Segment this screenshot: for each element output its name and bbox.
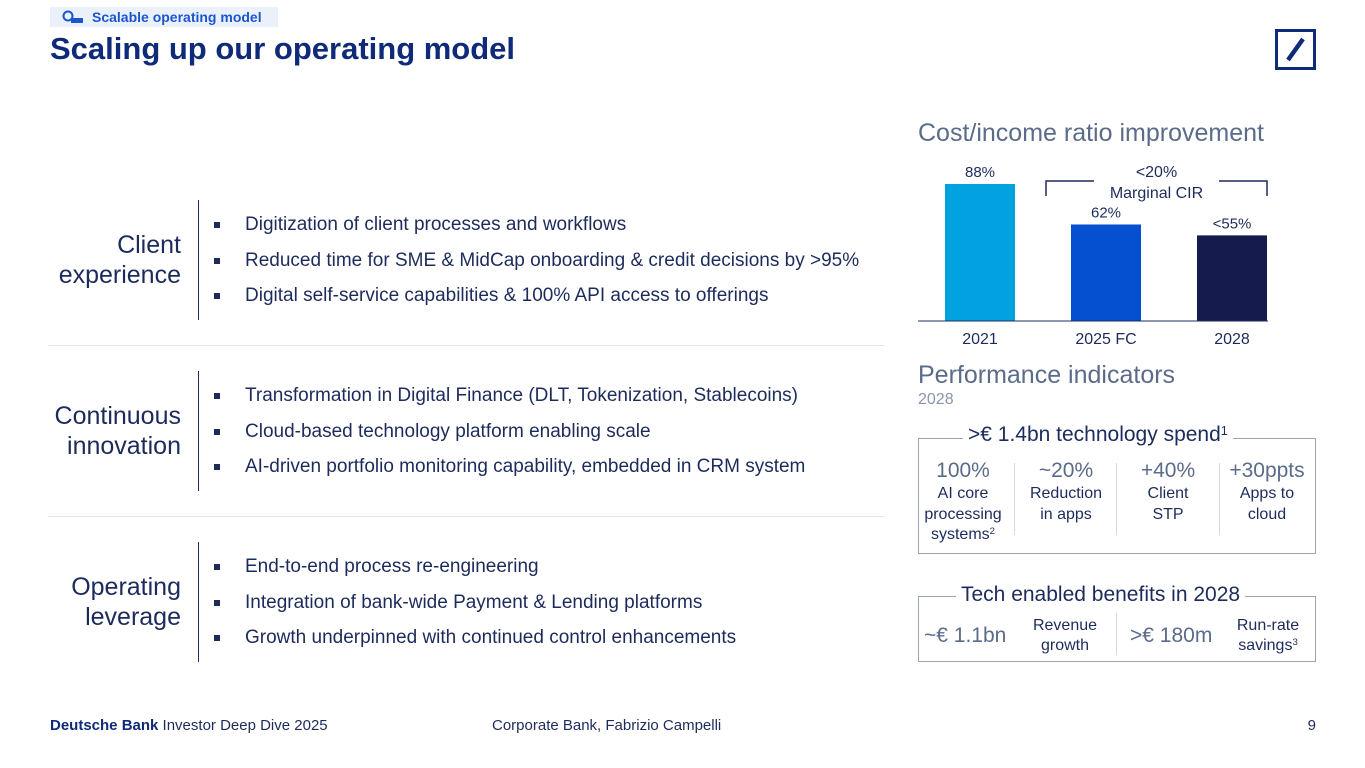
footer-brand-name: Deutsche Bank	[50, 717, 159, 734]
kpi-label-line: Reduction	[1029, 485, 1103, 502]
bullet-item: Growth underpinned with continued contro…	[214, 626, 736, 662]
performance-heading: Performance indicators	[918, 361, 1176, 389]
kpi-label-line: Client	[1147, 485, 1189, 502]
tech-benefits-box: Tech enabled benefits in 2028 ~€ 1.1bn R…	[918, 583, 1316, 662]
row-operating-leverage: Operating leverage End-to-end process re…	[48, 542, 884, 662]
bullet-list: Transformation in Digital Finance (DLT, …	[214, 384, 805, 491]
footnote-marker: 3	[1292, 637, 1298, 649]
page-title: Scaling up our operating model	[50, 31, 516, 66]
footer-brand: Deutsche Bank Investor Deep Dive 2025	[50, 717, 328, 734]
row-continuous-innovation: Continuous innovation Transformation in …	[48, 371, 884, 491]
kpi-label: AI core processing systems2	[912, 484, 1014, 546]
row-label: Operating leverage	[48, 572, 181, 632]
footer-presenter: Corporate Bank, Fabrizio Campelli	[492, 717, 722, 734]
data-label: 88%	[965, 164, 995, 181]
benefit-label-line: Revenue	[1032, 617, 1098, 634]
kpi-label-line: AI core	[937, 485, 989, 502]
logo-slash-icon	[1286, 37, 1305, 62]
kpi-value: ~20%	[1038, 459, 1094, 482]
row-rule	[198, 200, 199, 320]
x-tick-label: 2021	[962, 331, 998, 348]
bullet-item: End-to-end process re-engineering	[214, 555, 736, 591]
benefit-value: >€ 180m	[1130, 624, 1213, 647]
kpi-reduction-apps: ~20% Reduction in apps	[1015, 439, 1117, 525]
performance-year: 2028	[918, 391, 954, 408]
section-tag-label: Scalable operating model	[92, 9, 262, 25]
bullet-item: Reduced time for SME & MidCap onboarding…	[214, 249, 859, 285]
annotation-label: <20%	[1136, 164, 1177, 181]
kpi-separator	[1116, 463, 1117, 535]
kpi-separator	[1014, 463, 1015, 535]
benefit-separator	[1116, 613, 1117, 655]
row-divider	[48, 516, 884, 517]
benefit-value: ~€ 1.1bn	[924, 624, 1007, 647]
benefit-label: Run-rate savings3	[1225, 616, 1311, 656]
annotation-label: Marginal CIR	[1110, 185, 1203, 202]
row-divider	[48, 345, 884, 346]
row-rule	[198, 542, 199, 662]
row-client-experience: Client experience Digitization of client…	[48, 200, 884, 320]
kpi-label-line: Apps to	[1239, 485, 1295, 502]
row-label-line: Client	[117, 231, 181, 259]
bullet-list: Digitization of client processes and wor…	[214, 213, 859, 320]
row-label-line: Operating	[71, 573, 181, 601]
bullet-item: AI-driven portfolio monitoring capabilit…	[214, 455, 805, 491]
kpi-label: Apps to cloud	[1219, 484, 1315, 525]
row-label: Continuous innovation	[48, 401, 181, 461]
kpi-label-line: STP	[1152, 505, 1184, 523]
footnote-marker: 1	[1220, 423, 1228, 438]
row-label-line: innovation	[67, 432, 181, 460]
bullet-item: Digitization of client processes and wor…	[214, 213, 859, 249]
row-label-line: leverage	[85, 603, 181, 631]
bullet-item: Cloud-based technology platform enabling…	[214, 420, 805, 456]
bullet-list: End-to-end process re-engineering Integr…	[214, 555, 736, 662]
technology-spend-title: >€ 1.4bn technology spend1	[963, 423, 1233, 447]
bullet-item: Digital self-service capabilities & 100%…	[214, 284, 859, 320]
benefit-label-line: growth	[1040, 637, 1090, 654]
deutsche-bank-logo	[1275, 29, 1316, 70]
section-tag: Scalable operating model	[50, 7, 278, 27]
benefit-label-line: Run-rate	[1236, 617, 1300, 634]
data-label: 62%	[1091, 204, 1121, 221]
kpi-label-line: in apps	[1040, 505, 1092, 523]
kpi-value: +40%	[1140, 459, 1196, 482]
kpi-ai-core: 100% AI core processing systems2	[912, 439, 1014, 546]
tech-benefits-title: Tech enabled benefits in 2028	[956, 583, 1246, 607]
bullet-item: Integration of bank-wide Payment & Lendi…	[214, 591, 736, 627]
kpi-label-line: processing	[924, 505, 1002, 523]
page-number: 9	[1307, 717, 1316, 734]
x-tick-label: 2028	[1214, 331, 1250, 348]
bar	[945, 184, 1015, 321]
data-label: <55%	[1213, 215, 1252, 232]
annotation-bracket-left	[1045, 180, 1094, 196]
bullet-item: Transformation in Digital Finance (DLT, …	[214, 384, 805, 420]
row-rule	[198, 371, 199, 491]
row-label: Client experience	[48, 230, 181, 290]
kpi-label-line: systems	[930, 526, 990, 543]
benefit-label: Revenue growth	[1025, 616, 1105, 656]
footnote-marker: 2	[989, 526, 995, 538]
kpi-value: 100%	[936, 459, 990, 482]
kpi-apps-cloud: +30ppts Apps to cloud	[1219, 439, 1315, 525]
bar	[1197, 235, 1267, 321]
x-tick-label: 2025 FC	[1075, 331, 1136, 348]
footer-event: Investor Deep Dive 2025	[162, 717, 328, 734]
row-label-line: Continuous	[54, 402, 181, 430]
kpi-label: Client STP	[1117, 484, 1219, 525]
magnifier-icon	[62, 10, 83, 23]
cost-income-chart: 88% 2021 62% 2025 FC <55% 2028 <20% Marginal CI…	[918, 164, 1268, 348]
row-label-line: experience	[58, 261, 181, 289]
technology-spend-box: >€ 1.4bn technology spend1 100% AI core …	[918, 423, 1316, 554]
kpi-label: Reduction in apps	[1015, 484, 1117, 525]
kpi-client-stp: +40% Client STP	[1117, 439, 1219, 525]
benefit-label-line: savings	[1238, 637, 1293, 654]
technology-spend-title-text: >€ 1.4bn technology spend	[968, 423, 1221, 446]
kpi-separator	[1219, 463, 1220, 535]
annotation-bracket-right	[1219, 180, 1268, 196]
bar	[1071, 224, 1141, 321]
chart-title: Cost/income ratio improvement	[918, 119, 1264, 147]
kpi-label-line: cloud	[1247, 505, 1287, 523]
kpi-value: +30ppts	[1229, 459, 1305, 482]
